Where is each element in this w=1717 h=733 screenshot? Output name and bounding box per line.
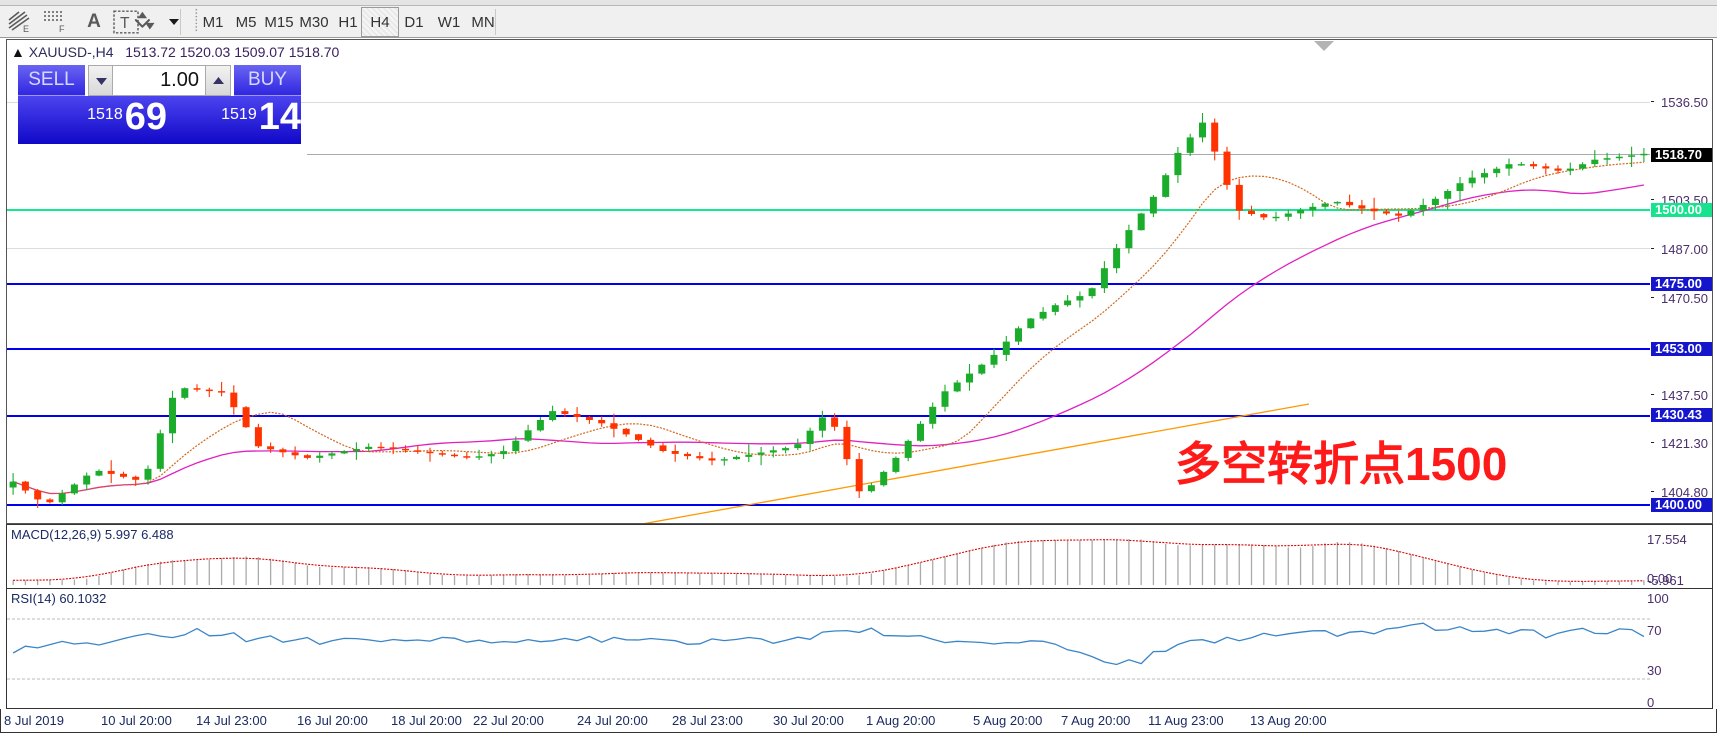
svg-text:T: T: [120, 15, 130, 32]
svg-text:F: F: [59, 24, 65, 34]
svg-text:E: E: [23, 24, 29, 34]
